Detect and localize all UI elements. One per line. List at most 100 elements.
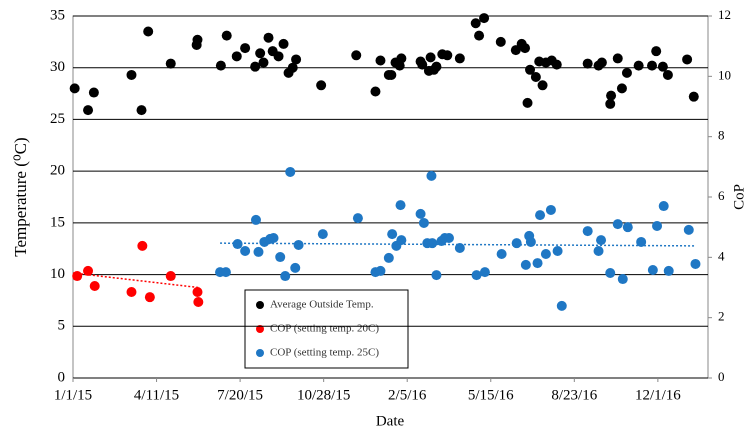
y-tick-label: 15 (50, 214, 65, 230)
trend-line (72, 272, 199, 289)
data-point (137, 240, 148, 251)
data-point (442, 50, 453, 61)
data-point (605, 98, 616, 109)
legend-marker (256, 325, 264, 333)
data-point (663, 265, 674, 276)
data-point (290, 262, 301, 273)
data-point (417, 59, 428, 70)
y2-axis-label: CoP (731, 184, 747, 210)
data-point (532, 258, 543, 269)
data-point (255, 48, 266, 59)
x-tick-label: 8/23/16 (551, 387, 597, 403)
data-point (525, 236, 536, 247)
data-point (285, 166, 296, 177)
y-tick-label: 20 (50, 163, 65, 179)
data-point (662, 69, 673, 80)
data-point (418, 217, 429, 228)
data-point (616, 83, 627, 94)
data-point (652, 220, 663, 231)
data-point (193, 296, 204, 307)
data-point (520, 43, 531, 54)
data-point (425, 52, 436, 63)
data-point (431, 270, 442, 281)
data-point (280, 271, 291, 282)
data-point (612, 53, 623, 64)
data-point (240, 245, 251, 256)
data-point (88, 87, 99, 98)
data-point (89, 280, 100, 291)
data-point (351, 50, 362, 61)
data-point (291, 54, 302, 65)
data-point (545, 204, 556, 215)
data-point (83, 265, 94, 276)
legend-label: COP (setting temp. 20C) (270, 323, 379, 335)
data-point (622, 222, 633, 233)
data-point (165, 271, 176, 282)
data-point (479, 267, 490, 278)
y-tick-label: 5 (58, 318, 66, 334)
data-point (511, 238, 522, 249)
data-point (479, 13, 490, 24)
legend-label: Average Outside Temp. (270, 299, 374, 311)
y2-tick-label: 12 (718, 7, 731, 22)
data-point (383, 252, 394, 263)
data-point (540, 249, 551, 260)
data-point (192, 287, 203, 298)
data-point (375, 55, 386, 66)
x-tick-label: 10/28/15 (297, 387, 350, 403)
data-point (126, 69, 137, 80)
data-point (375, 265, 386, 276)
data-point (253, 246, 264, 257)
data-point (593, 245, 604, 256)
data-point (596, 235, 607, 246)
y-tick-label: 35 (50, 7, 65, 23)
legend-marker (256, 301, 264, 309)
data-point (605, 268, 616, 279)
data-point (426, 170, 437, 181)
y-tick-label: 25 (50, 111, 65, 127)
y2-tick-label: 10 (718, 67, 731, 82)
data-point (293, 239, 304, 250)
data-point (522, 97, 533, 108)
data-point (232, 239, 243, 250)
data-point (268, 233, 279, 244)
data-point (69, 83, 80, 94)
data-point (657, 61, 668, 72)
data-point (647, 265, 658, 276)
data-point (606, 90, 617, 101)
data-point (612, 219, 623, 230)
data-point (596, 57, 607, 68)
data-point (275, 252, 286, 263)
y-axis-label: Temperature (⁰C) (11, 137, 30, 256)
y2-tick-label: 2 (718, 309, 725, 324)
y2-tick-label: 4 (718, 248, 725, 263)
data-point (387, 229, 398, 240)
data-point (352, 213, 363, 224)
data-point (386, 69, 397, 80)
y-tick-label: 10 (50, 266, 65, 282)
data-point (647, 60, 658, 71)
data-point (83, 105, 94, 116)
data-point (454, 53, 465, 64)
x-tick-label: 5/15/16 (468, 387, 514, 403)
data-point (136, 105, 147, 116)
data-point (658, 201, 669, 212)
data-point (621, 67, 632, 78)
data-point (396, 235, 407, 246)
data-point (443, 233, 454, 244)
data-point (471, 270, 482, 281)
x-tick-label: 1/1/15 (54, 387, 92, 403)
data-point (688, 91, 699, 102)
data-point (651, 46, 662, 57)
y-tick-label: 0 (58, 369, 66, 385)
data-point (221, 30, 232, 41)
data-point (263, 32, 274, 43)
data-point (530, 72, 541, 83)
data-point (278, 38, 289, 49)
x-tick-label: 12/1/16 (635, 387, 681, 403)
y2-tick-label: 0 (718, 369, 725, 384)
data-point (287, 62, 298, 73)
y2-tick-label: 8 (718, 128, 725, 143)
